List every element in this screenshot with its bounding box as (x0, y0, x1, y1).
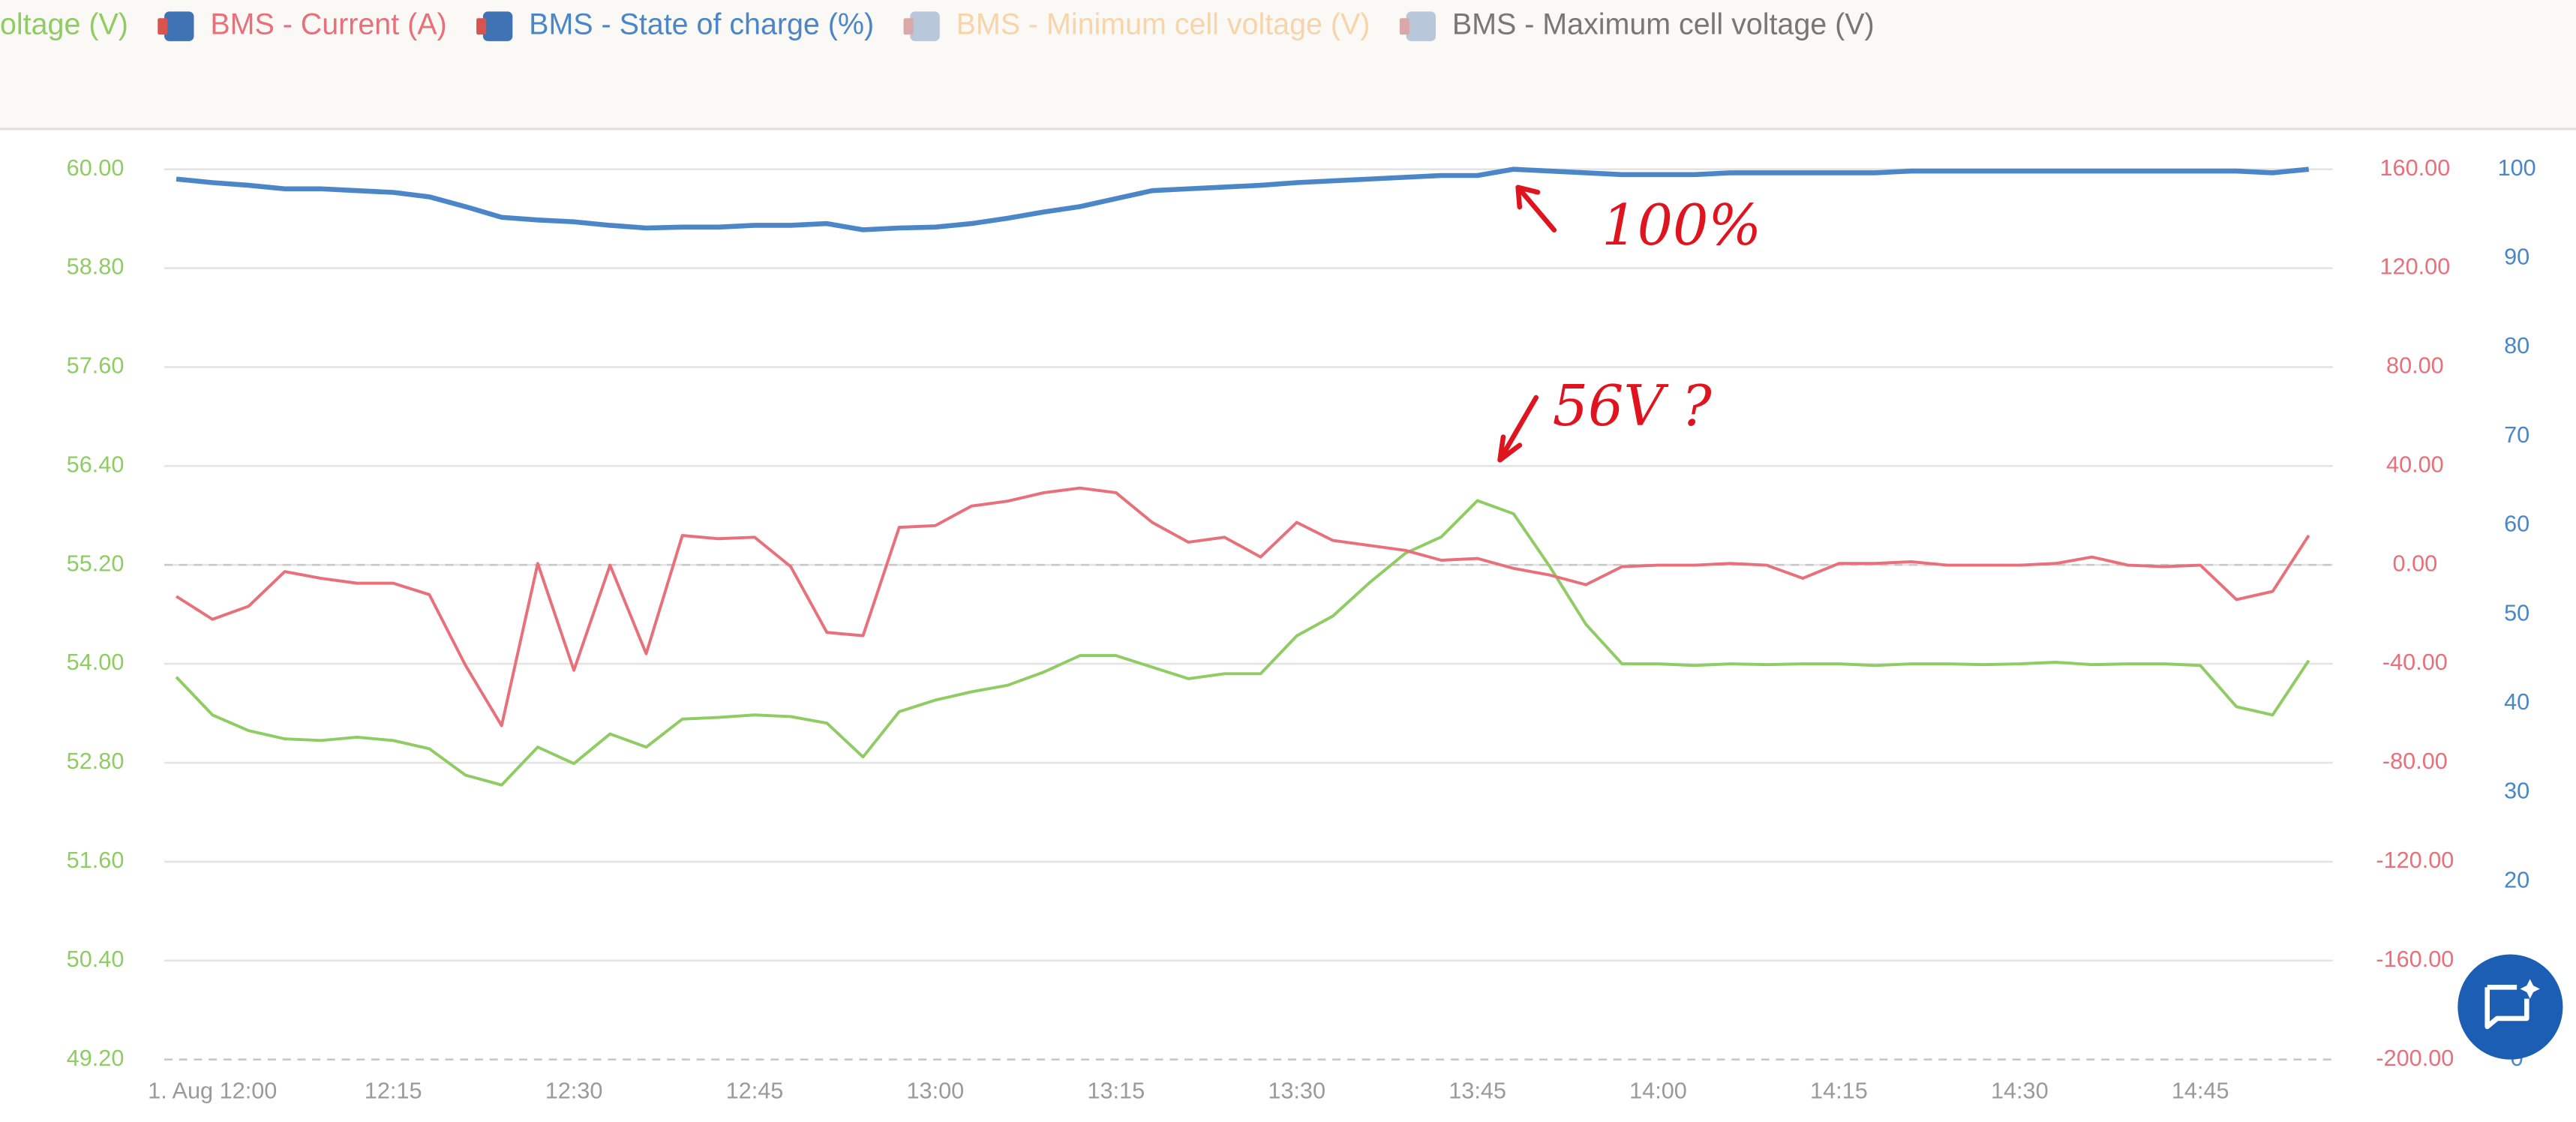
y3-tick-label: 30 (2504, 778, 2529, 804)
x-tick-label: 14:45 (2172, 1078, 2229, 1104)
legend-icon-tab (476, 18, 487, 35)
legend-bar (0, 0, 2576, 128)
legend-item[interactable]: BMS - Maximum cell voltage (V) (1399, 8, 1875, 41)
legend-icon (1406, 11, 1437, 41)
y-tick-label: 55.20 (67, 550, 125, 576)
chat-sparkle (2520, 979, 2540, 999)
x-tick-label: 12:45 (726, 1078, 784, 1104)
x-tick-label: 13:30 (1268, 1078, 1326, 1104)
y-tick-label: 56.40 (67, 452, 125, 477)
y2-tick-label: 0.00 (2393, 550, 2438, 576)
chat-button[interactable] (2457, 954, 2563, 1060)
legend-icon-tab (158, 18, 168, 35)
y2-tick-label: 160.00 (2379, 155, 2450, 181)
series-line (175, 499, 2310, 787)
y-tick-label: 57.60 (67, 353, 125, 379)
x-tick-label: 13:45 (1449, 1078, 1506, 1104)
legend-item[interactable]: BMS - State of charge (%) (476, 8, 874, 41)
y3-tick-label: 50 (2504, 600, 2529, 626)
grid (164, 168, 2333, 1060)
y3-tick-label: 80 (2504, 333, 2529, 358)
annotation: 56V ? (1553, 374, 1713, 439)
y2-tick-label: -160.00 (2376, 946, 2454, 972)
x-tick-label: 14:15 (1810, 1078, 1868, 1104)
annotation-arrow (1497, 394, 1539, 463)
x-tick-label: 12:30 (545, 1078, 603, 1104)
legend-item[interactable]: BMS - Current (A) (158, 8, 447, 41)
legend-icon-tab (903, 18, 914, 35)
y-tick-label: 60.00 (67, 155, 125, 181)
legend-label: BMS - Current (A) (210, 8, 446, 41)
y3-tick-label: 40 (2504, 689, 2529, 715)
y2-tick-label: 120.00 (2379, 254, 2450, 280)
y2-tick-label: -40.00 (2382, 650, 2448, 675)
y-tick-label: 50.40 (67, 946, 125, 972)
y-tick-label: 52.80 (67, 748, 125, 774)
y3-tick-label: 90 (2504, 244, 2529, 269)
y-tick-label: 49.20 (67, 1046, 125, 1071)
y2-tick-label: 80.00 (2386, 353, 2444, 379)
y3-tick-label: 60 (2504, 512, 2529, 537)
y2-tick-label: -80.00 (2382, 748, 2448, 774)
legend-icon-tab (1399, 18, 1410, 35)
legend-label: oltage (V) (0, 8, 128, 41)
y2-tick-label: 40.00 (2386, 452, 2444, 477)
legend-label: BMS - Minimum cell voltage (V) (956, 8, 1371, 41)
chat-icon (2484, 985, 2529, 1030)
x-tick-label: 14:00 (1629, 1078, 1687, 1104)
series-line (175, 486, 2310, 728)
legend-icon (482, 11, 513, 41)
y-tick-label: 54.00 (67, 650, 125, 675)
y3-tick-label: 70 (2504, 422, 2529, 448)
chat-button-circle[interactable] (2457, 954, 2563, 1060)
legend-icon (910, 11, 940, 41)
x-tick-label: 13:15 (1087, 1078, 1145, 1104)
series-line (176, 166, 2310, 232)
x-tick-label: 13:00 (907, 1078, 965, 1104)
y3-tick-label: 20 (2504, 867, 2529, 892)
x-tick-label: 14:30 (1991, 1078, 2049, 1104)
legend-label: BMS - State of charge (%) (529, 8, 874, 41)
annotation-arrow (1515, 184, 1557, 232)
axes: 49.20 50.40 51.60 52.80 54.00 55.20 56.40 57.60… (67, 155, 2536, 1104)
y-tick-label: 58.80 (67, 254, 125, 280)
legend: oltage (V) BMS - Current (A) BMS - State o… (0, 8, 1875, 41)
plot (175, 166, 2310, 787)
x-tick-label: 1. Aug 12:00 (148, 1078, 277, 1104)
annotation: 100% (1602, 193, 1761, 258)
y-tick-label: 51.60 (67, 848, 125, 873)
y2-tick-label: -120.00 (2376, 848, 2454, 873)
legend-icon (164, 11, 194, 41)
y2-tick-label: -200.00 (2376, 1046, 2454, 1071)
x-tick-label: 12:15 (365, 1078, 422, 1104)
legend-label: BMS - Maximum cell voltage (V) (1452, 8, 1875, 41)
legend-item[interactable]: BMS - Minimum cell voltage (V) (903, 8, 1371, 41)
legend-item[interactable]: oltage (V) (0, 8, 128, 41)
y3-tick-label: 100 (2498, 155, 2536, 181)
